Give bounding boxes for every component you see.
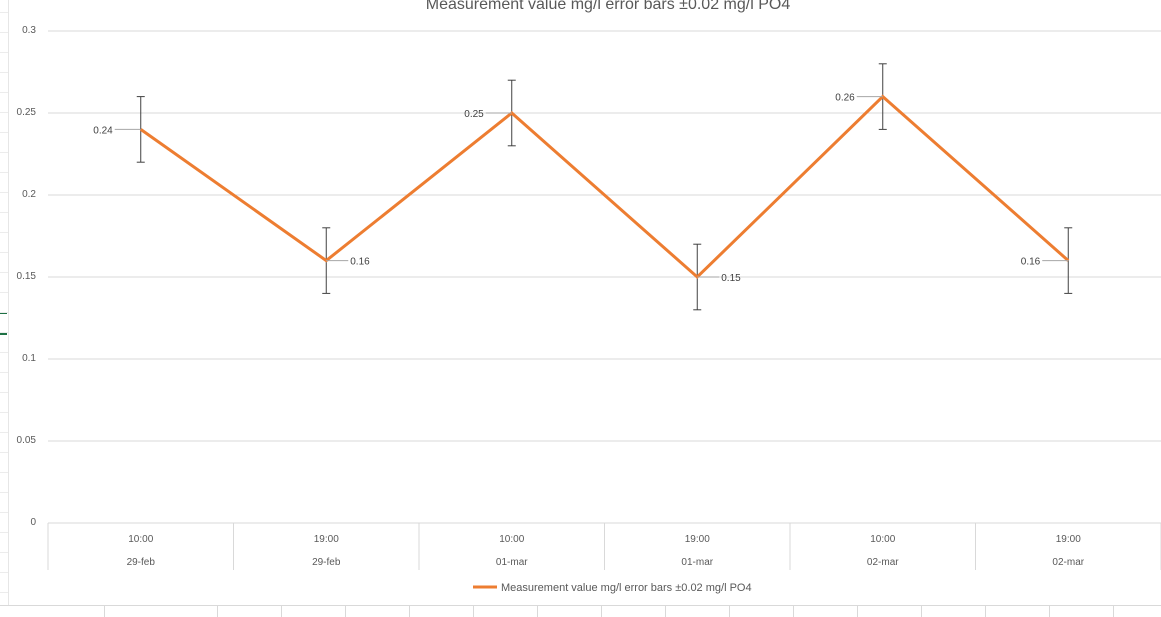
x-tick-date-label: 29-feb <box>127 557 156 568</box>
column-gridline <box>793 606 794 617</box>
row-gridline <box>0 152 8 153</box>
sheet-column-strip <box>0 605 1161 617</box>
x-tick-date-label: 29-feb <box>312 557 341 568</box>
data-label: 0.16 <box>350 257 370 268</box>
column-gridline <box>104 606 105 617</box>
x-tick-time-label: 10:00 <box>128 534 153 545</box>
row-gridline <box>0 72 8 73</box>
column-gridline <box>985 606 986 617</box>
row-gridline <box>0 352 8 353</box>
row-gridline <box>0 572 8 573</box>
row-gridline <box>0 392 8 393</box>
column-gridline <box>281 606 282 617</box>
data-label: 0.26 <box>835 93 855 104</box>
row-gridline <box>0 212 8 213</box>
x-tick-time-label: 19:00 <box>685 534 710 545</box>
series-line <box>139 94 1070 280</box>
row-gridline <box>0 232 8 233</box>
series-line-group <box>139 94 1070 280</box>
row-gridline <box>0 32 8 33</box>
row-gridline <box>0 292 8 293</box>
row-gridline <box>0 512 8 513</box>
active-cell-marker <box>0 312 7 335</box>
y-tick-label: 0 <box>30 517 36 528</box>
y-axis-tick-labels: 0 0.05 0.1 0.15 0.2 0.25 0.3 <box>17 25 37 528</box>
x-tick-time-label: 19:00 <box>314 534 339 545</box>
column-gridline <box>729 606 730 617</box>
column-gridline <box>921 606 922 617</box>
x-tick-date-label: 01-mar <box>496 557 528 568</box>
row-gridline <box>0 452 8 453</box>
y-tick-label: 0.25 <box>17 107 37 118</box>
data-label: 0.15 <box>721 273 741 284</box>
data-label: 0.24 <box>93 125 113 136</box>
column-gridline <box>345 606 346 617</box>
data-label: 0.25 <box>464 109 484 120</box>
column-gridline <box>1113 606 1114 617</box>
y-tick-label: 0.05 <box>17 435 37 446</box>
row-gridline <box>0 552 8 553</box>
y-tick-label: 0.1 <box>22 353 36 364</box>
x-tick-date-label: 02-mar <box>1052 557 1084 568</box>
x-axis: 10:00 29-feb 19:00 29-feb 10:00 01-mar 19:00 01… <box>47 522 1161 570</box>
row-gridline <box>0 112 8 113</box>
row-gridline <box>0 492 8 493</box>
y-tick-label: 0.2 <box>22 189 36 200</box>
row-gridline <box>0 52 8 53</box>
row-gridline <box>0 372 8 373</box>
column-gridline <box>537 606 538 617</box>
row-gridline <box>0 132 8 133</box>
column-gridline <box>473 606 474 617</box>
data-labels: 0.24 0.16 0.25 0.15 0.26 0.16 <box>93 93 1069 284</box>
chart-title: Measurement value mg/l error bars ±0.02 … <box>426 0 791 13</box>
row-gridline <box>0 272 8 273</box>
x-tick-time-label: 19:00 <box>1056 534 1081 545</box>
legend-label: Measurement value mg/l error bars ±0.02 … <box>501 582 752 594</box>
error-bars <box>136 63 1073 311</box>
column-gridline <box>1049 606 1050 617</box>
y-tick-label: 0.3 <box>22 25 36 36</box>
row-gridline <box>0 532 8 533</box>
row-gridline <box>0 192 8 193</box>
row-gridline <box>0 412 8 413</box>
column-gridline <box>409 606 410 617</box>
column-gridline <box>217 606 218 617</box>
sheet-row-strip <box>0 0 9 605</box>
x-tick-time-label: 10:00 <box>499 534 524 545</box>
row-gridline <box>0 92 8 93</box>
row-gridline <box>0 252 8 253</box>
data-label: 0.16 <box>1021 257 1041 268</box>
row-gridline <box>0 472 8 473</box>
x-tick-time-label: 10:00 <box>870 534 895 545</box>
legend[interactable]: Measurement value mg/l error bars ±0.02 … <box>473 582 752 594</box>
x-tick-date-label: 02-mar <box>867 557 899 568</box>
gridlines <box>48 30 1161 524</box>
row-gridline <box>0 332 8 333</box>
row-gridline <box>0 592 8 593</box>
column-gridline <box>665 606 666 617</box>
y-tick-label: 0.15 <box>17 271 37 282</box>
row-gridline <box>0 12 8 13</box>
row-gridline <box>0 432 8 433</box>
column-gridline <box>601 606 602 617</box>
x-tick-date-label: 01-mar <box>681 557 713 568</box>
row-gridline <box>0 172 8 173</box>
row-gridline <box>0 312 8 313</box>
column-gridline <box>857 606 858 617</box>
